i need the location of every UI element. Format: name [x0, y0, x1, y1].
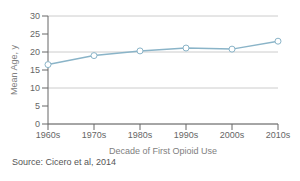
svg-text:0: 0	[35, 119, 40, 129]
svg-text:1980s: 1980s	[128, 130, 153, 140]
svg-text:15: 15	[30, 65, 40, 75]
svg-text:10: 10	[30, 83, 40, 93]
svg-text:2010s: 2010s	[266, 130, 291, 140]
svg-text:2000s: 2000s	[220, 130, 245, 140]
svg-text:30: 30	[30, 11, 40, 21]
svg-text:5: 5	[35, 101, 40, 111]
svg-text:Decade of First Opioid Use: Decade of First Opioid Use	[109, 146, 217, 156]
html-text:Source: Cicero et al, 2014: Source: Cicero et al, 2014	[12, 157, 117, 167]
svg-text:1960s: 1960s	[36, 130, 61, 140]
svg-text:1990s: 1990s	[174, 130, 199, 140]
svg-text:Mean Age, y: Mean Age, y	[9, 44, 19, 95]
svg-text:25: 25	[30, 29, 40, 39]
svg-text:1970s: 1970s	[82, 130, 107, 140]
svg-text:20: 20	[30, 47, 40, 57]
